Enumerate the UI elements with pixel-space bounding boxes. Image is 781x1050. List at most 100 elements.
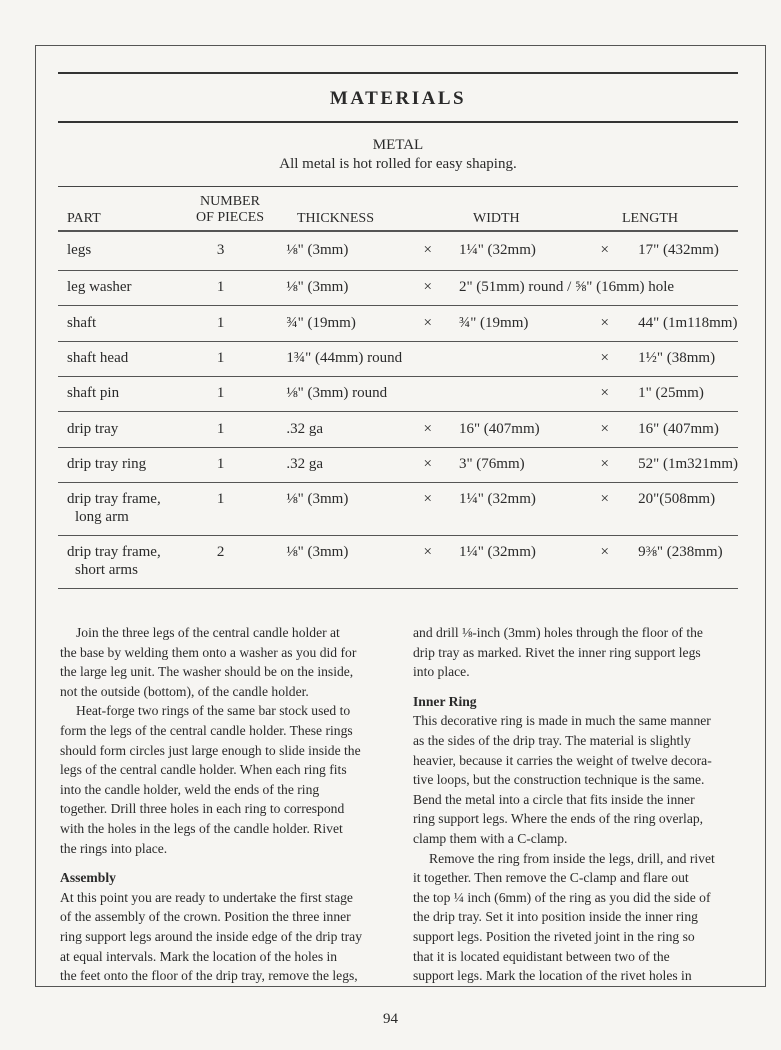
cell-width: ¾" (19mm) <box>440 305 592 342</box>
cell-thickness: .32 ga <box>234 447 415 483</box>
left-text-column: Join the three legs of the central candl… <box>60 623 362 986</box>
cell-pieces: 1 <box>184 305 235 342</box>
part-name-line: legs <box>67 241 92 258</box>
table-row: drip tray frame, short arms 2 ⅛" (3mm) × 1¼" … <box>58 535 738 589</box>
paragraph-line: of the assembly of the crown. Position t… <box>60 909 351 925</box>
paragraph-line: the feet onto the floor of the drip tray… <box>60 968 358 984</box>
times-symbol: × <box>414 305 441 342</box>
right-text-column: and drill ⅛-inch (3mm) holes through the… <box>413 623 715 986</box>
paragraph-line: Join the three legs of the central candl… <box>76 625 340 640</box>
cell-length: 9⅜" (238mm) <box>618 535 738 589</box>
paragraph-line: at equal intervals. Mark the location of… <box>60 948 338 964</box>
times-symbol: × <box>414 535 441 589</box>
table-row: drip tray 1.32 ga × 16" (407mm) × 16" (407mm) <box>58 411 738 448</box>
cell-thickness: ¾" (19mm) <box>234 305 415 342</box>
paragraph-line: should form circles just large enough to… <box>60 742 361 758</box>
times-symbol: × <box>591 231 619 271</box>
paragraph-line: support legs. Mark the location of the r… <box>413 968 692 984</box>
table-row: drip tray frame, long arm 1 ⅛" (3mm) × 1¼" (3… <box>58 482 738 536</box>
section-heading: Inner Ring <box>413 693 477 709</box>
cell-length: 17" (432mm) <box>618 231 738 271</box>
col-header-thickness: THICKNESS <box>297 211 375 226</box>
table-row: shaft 1 ¾" (19mm) × ¾" (19mm) × 44" (1m118mm) <box>58 305 738 342</box>
header-top-rule <box>58 186 738 187</box>
paragraph-line: the rings into place. <box>60 840 168 856</box>
cell-width: 16" (407mm) <box>440 411 592 448</box>
paragraph-line: tive loops, but the construction techniq… <box>413 772 705 788</box>
col-header-part: PART <box>67 211 101 226</box>
cell-thickness: ⅛" (3mm) <box>234 231 415 271</box>
paragraph-line: Heat-forge two rings of the same bar sto… <box>76 703 351 719</box>
paragraph-line: the drip tray. Set it into position insi… <box>413 909 698 925</box>
cell-part: drip tray frame, long arm <box>58 482 184 536</box>
part-name-line: shaft <box>67 314 97 331</box>
title-top-rule <box>58 72 738 74</box>
cell-pieces: 1 <box>184 376 235 412</box>
cell-width: 1¼" (32mm) <box>440 482 592 536</box>
paragraph-line: as the sides of the drip tray. The mater… <box>413 732 691 748</box>
table-row: legs 3 ⅛" (3mm) × 1¼" (32mm) × 17" (432mm) <box>58 231 738 271</box>
cell-pieces: 1 <box>184 341 235 377</box>
paragraph-line: heavier, because it carries the weight o… <box>413 752 712 768</box>
cell-part: drip tray ring <box>58 447 184 483</box>
page-number: 94 <box>383 1011 398 1027</box>
times-symbol: × <box>414 231 441 271</box>
cell-length: 44" (1m118mm) <box>618 305 738 342</box>
title-bottom-rule <box>58 121 738 123</box>
materials-heading: MATERIALS <box>329 88 467 109</box>
paragraph-line: the top ¼ inch (6mm) of the ring as you … <box>413 889 711 905</box>
cell-length: 20"(508mm) <box>618 482 738 536</box>
cell-pieces: 1 <box>184 482 235 536</box>
col-header-length: LENGTH <box>622 211 678 226</box>
table-row: shaft pin 1 ⅛" (3mm) round × 1" (25mm) <box>58 376 738 412</box>
paragraph-line: drip tray as marked. Rivet the inner rin… <box>413 644 701 660</box>
paragraph-line: into place. <box>413 664 470 680</box>
cell-thickness: ⅛" (3mm) <box>234 270 415 306</box>
cell-pieces: 1 <box>184 411 235 448</box>
cell-width: 1¼" (32mm) <box>440 231 592 271</box>
section-note: All metal is hot rolled for easy shaping… <box>279 156 517 172</box>
col-header-pieces-line1: NUMBER <box>200 194 260 209</box>
cell-thickness: .32 ga <box>234 411 415 448</box>
section-title: METAL <box>372 137 424 153</box>
part-name-line: drip tray frame, <box>67 543 161 560</box>
page-frame <box>35 45 766 987</box>
paragraph-line: clamp them with a C-clamp. <box>413 830 568 846</box>
paragraph-line: it together. Then remove the C-clamp and… <box>413 870 689 886</box>
cell-part: shaft <box>58 305 184 342</box>
times-symbol: × <box>591 376 619 412</box>
cell-width: 3" (76mm) <box>440 447 592 483</box>
cell-thickness: ⅛" (3mm) <box>234 482 415 536</box>
table-row: drip tray ring 1.32 ga × 3" (76mm) × 52" (1m3… <box>58 447 738 483</box>
paragraph-line: This decorative ring is made in much the… <box>413 713 711 729</box>
table-row: leg washer 1 ⅛" (3mm) × 2" (51mm) round / ⅝"… <box>58 270 738 306</box>
part-name-line: leg washer <box>67 279 132 295</box>
col-header-pieces-line2: OF PIECES <box>195 210 265 225</box>
cell-part: drip tray frame, short arms <box>58 535 184 589</box>
paragraph-line: legs of the central candle holder. When … <box>60 762 347 778</box>
paragraph-line: form the legs of the central candle hold… <box>60 722 353 738</box>
col-header-width: WIDTH <box>473 211 520 226</box>
section-heading: Assembly <box>60 870 116 886</box>
paragraph-line: that it is located equidistant between t… <box>413 948 670 964</box>
cell-width: 1¼" (32mm) <box>440 535 592 589</box>
cell-pieces: 1 <box>184 447 235 483</box>
part-name-line: drip tray frame, <box>67 490 161 507</box>
cell-part: shaft pin <box>58 376 184 412</box>
part-name-line: drip tray ring <box>67 456 147 472</box>
times-symbol: × <box>414 411 441 448</box>
part-name-line: shaft pin <box>67 385 120 401</box>
paragraph-line: not the outside (bottom), of the candle … <box>60 683 309 699</box>
paragraph-line: and drill ⅛-inch (3mm) holes through the… <box>413 625 703 640</box>
cell-pieces: 3 <box>184 231 235 271</box>
table-row: shaft head 1 1¾" (44mm) round × 1½" (38mm) <box>58 341 738 377</box>
cell-part: leg washer <box>58 270 184 306</box>
paragraph-line: Bend the metal into a circle that fits i… <box>413 791 695 807</box>
times-symbol: × <box>591 305 619 342</box>
col-header-pieces: NUMBER OF PIECES <box>190 194 270 226</box>
cell-part: shaft head <box>58 341 184 377</box>
cell-pieces: 1 <box>184 270 235 306</box>
paragraph-line: together. Drill three holes in each ring… <box>60 801 345 817</box>
cell-thickness: ⅛" (3mm) round <box>234 376 592 412</box>
times-symbol: × <box>591 447 619 483</box>
